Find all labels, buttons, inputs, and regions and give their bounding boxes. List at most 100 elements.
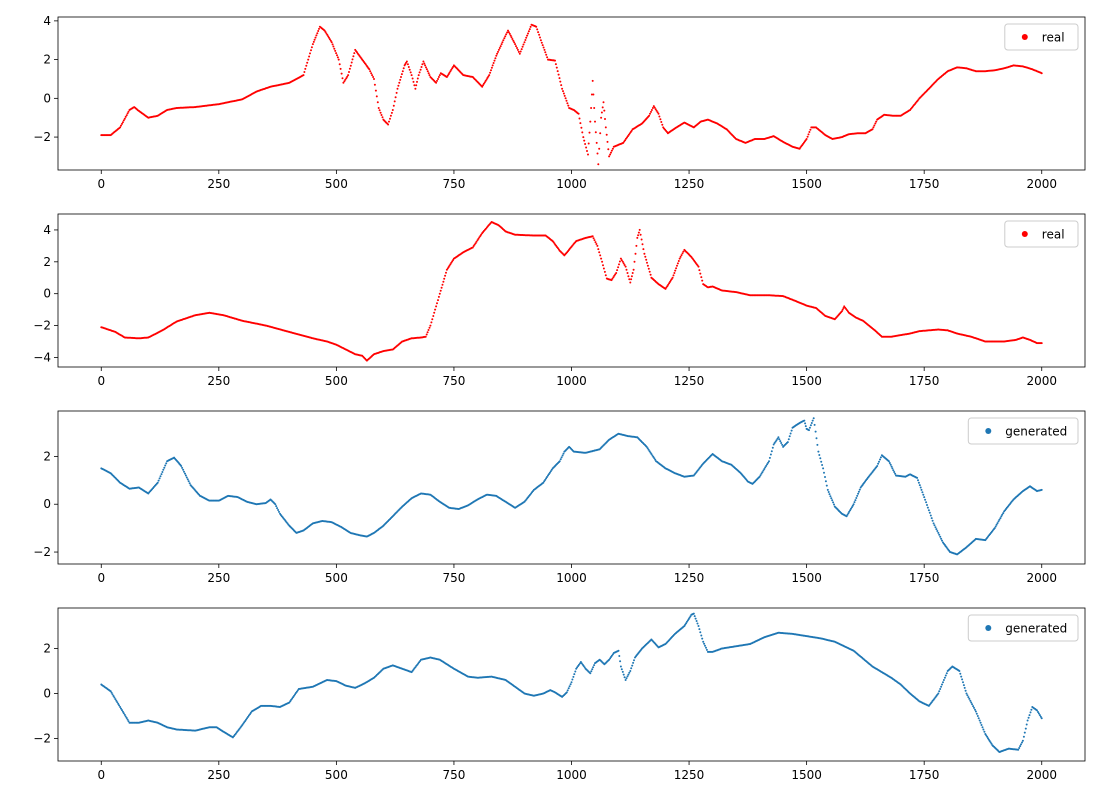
- data-point: [512, 39, 515, 42]
- data-point: [609, 153, 612, 156]
- data-point: [432, 315, 435, 317]
- data-point: [1037, 711, 1039, 713]
- y-tick-label: −2: [33, 545, 51, 559]
- data-point: [125, 717, 128, 719]
- data-point: [549, 470, 552, 473]
- data-point: [676, 262, 679, 265]
- data-point: [762, 469, 765, 472]
- data-point: [520, 48, 523, 51]
- data-point: [644, 255, 647, 258]
- data-point: [999, 517, 1002, 520]
- data-point: [433, 311, 436, 314]
- data-point: [604, 126, 607, 129]
- x-tick-label: 1750: [909, 177, 940, 191]
- data-point: [591, 79, 594, 82]
- data-point: [977, 717, 980, 720]
- y-tick-label: 2: [43, 255, 51, 269]
- data-point: [489, 71, 492, 74]
- data-point: [410, 74, 413, 77]
- data-point: [493, 59, 496, 62]
- data-point: [1021, 739, 1024, 742]
- data-point: [513, 41, 516, 44]
- data-point: [1022, 735, 1025, 738]
- x-tick-label: 750: [442, 374, 465, 388]
- data-point: [632, 661, 635, 664]
- x-tick-label: 0: [97, 374, 105, 388]
- data-point: [1019, 745, 1022, 748]
- data-point: [817, 450, 820, 453]
- x-tick-label: 0: [97, 571, 105, 585]
- data-point: [605, 133, 608, 136]
- data-point: [389, 117, 391, 120]
- data-point: [616, 269, 619, 272]
- data-point: [826, 488, 829, 491]
- data-point: [655, 109, 658, 112]
- data-point: [892, 469, 895, 472]
- data-point: [696, 622, 699, 625]
- data-point: [646, 264, 649, 267]
- data-point: [497, 48, 500, 51]
- data-point: [939, 688, 942, 690]
- data-point: [376, 101, 379, 104]
- data-point: [419, 68, 422, 71]
- data-point: [760, 472, 763, 475]
- data-point: [572, 675, 575, 678]
- data-point: [1025, 723, 1028, 726]
- data-point: [400, 73, 403, 76]
- data-point: [930, 517, 933, 520]
- data-point: [678, 257, 681, 260]
- data-point: [347, 74, 350, 77]
- data-point: [514, 43, 517, 46]
- data-point: [971, 703, 974, 706]
- data-point: [888, 462, 891, 464]
- data-point: [761, 471, 764, 474]
- data-point: [577, 112, 580, 115]
- data-point: [619, 257, 622, 260]
- data-point: [966, 694, 969, 697]
- data-point: [979, 721, 982, 724]
- data-point: [582, 136, 585, 139]
- data-point: [390, 111, 393, 114]
- data-point: [804, 425, 807, 428]
- data-point: [923, 496, 926, 499]
- data-point: [994, 525, 997, 528]
- data-point: [413, 84, 416, 87]
- data-point: [824, 480, 827, 483]
- data-point: [622, 673, 625, 676]
- data-point: [278, 510, 280, 513]
- y-tick-label: −2: [33, 732, 51, 746]
- data-point: [125, 114, 128, 117]
- data-point: [973, 706, 975, 709]
- data-point: [185, 476, 188, 479]
- data-point: [276, 507, 279, 510]
- data-point: [645, 258, 648, 261]
- data-point: [599, 132, 602, 135]
- data-point: [372, 76, 375, 78]
- data-point: [120, 124, 122, 127]
- data-point: [344, 78, 347, 81]
- data-point: [161, 471, 164, 473]
- data-point: [848, 510, 851, 513]
- data-point: [418, 71, 421, 74]
- data-point: [332, 45, 335, 48]
- data-point: [500, 43, 503, 46]
- data-point: [509, 34, 512, 37]
- data-point: [918, 484, 921, 487]
- data-point: [812, 417, 815, 420]
- data-point: [401, 70, 404, 73]
- data-point: [349, 64, 352, 67]
- data-point: [842, 307, 845, 309]
- data-point: [482, 84, 484, 87]
- data-point: [840, 310, 843, 313]
- data-point: [536, 28, 539, 31]
- x-tick-label: 500: [325, 768, 348, 782]
- data-point: [392, 104, 395, 107]
- data-point: [1038, 714, 1041, 717]
- data-point: [806, 135, 809, 138]
- data-point: [163, 466, 166, 469]
- data-point: [127, 720, 130, 723]
- data-point: [594, 120, 596, 123]
- data-point: [1020, 743, 1022, 746]
- data-point: [815, 437, 818, 440]
- data-point: [377, 107, 380, 109]
